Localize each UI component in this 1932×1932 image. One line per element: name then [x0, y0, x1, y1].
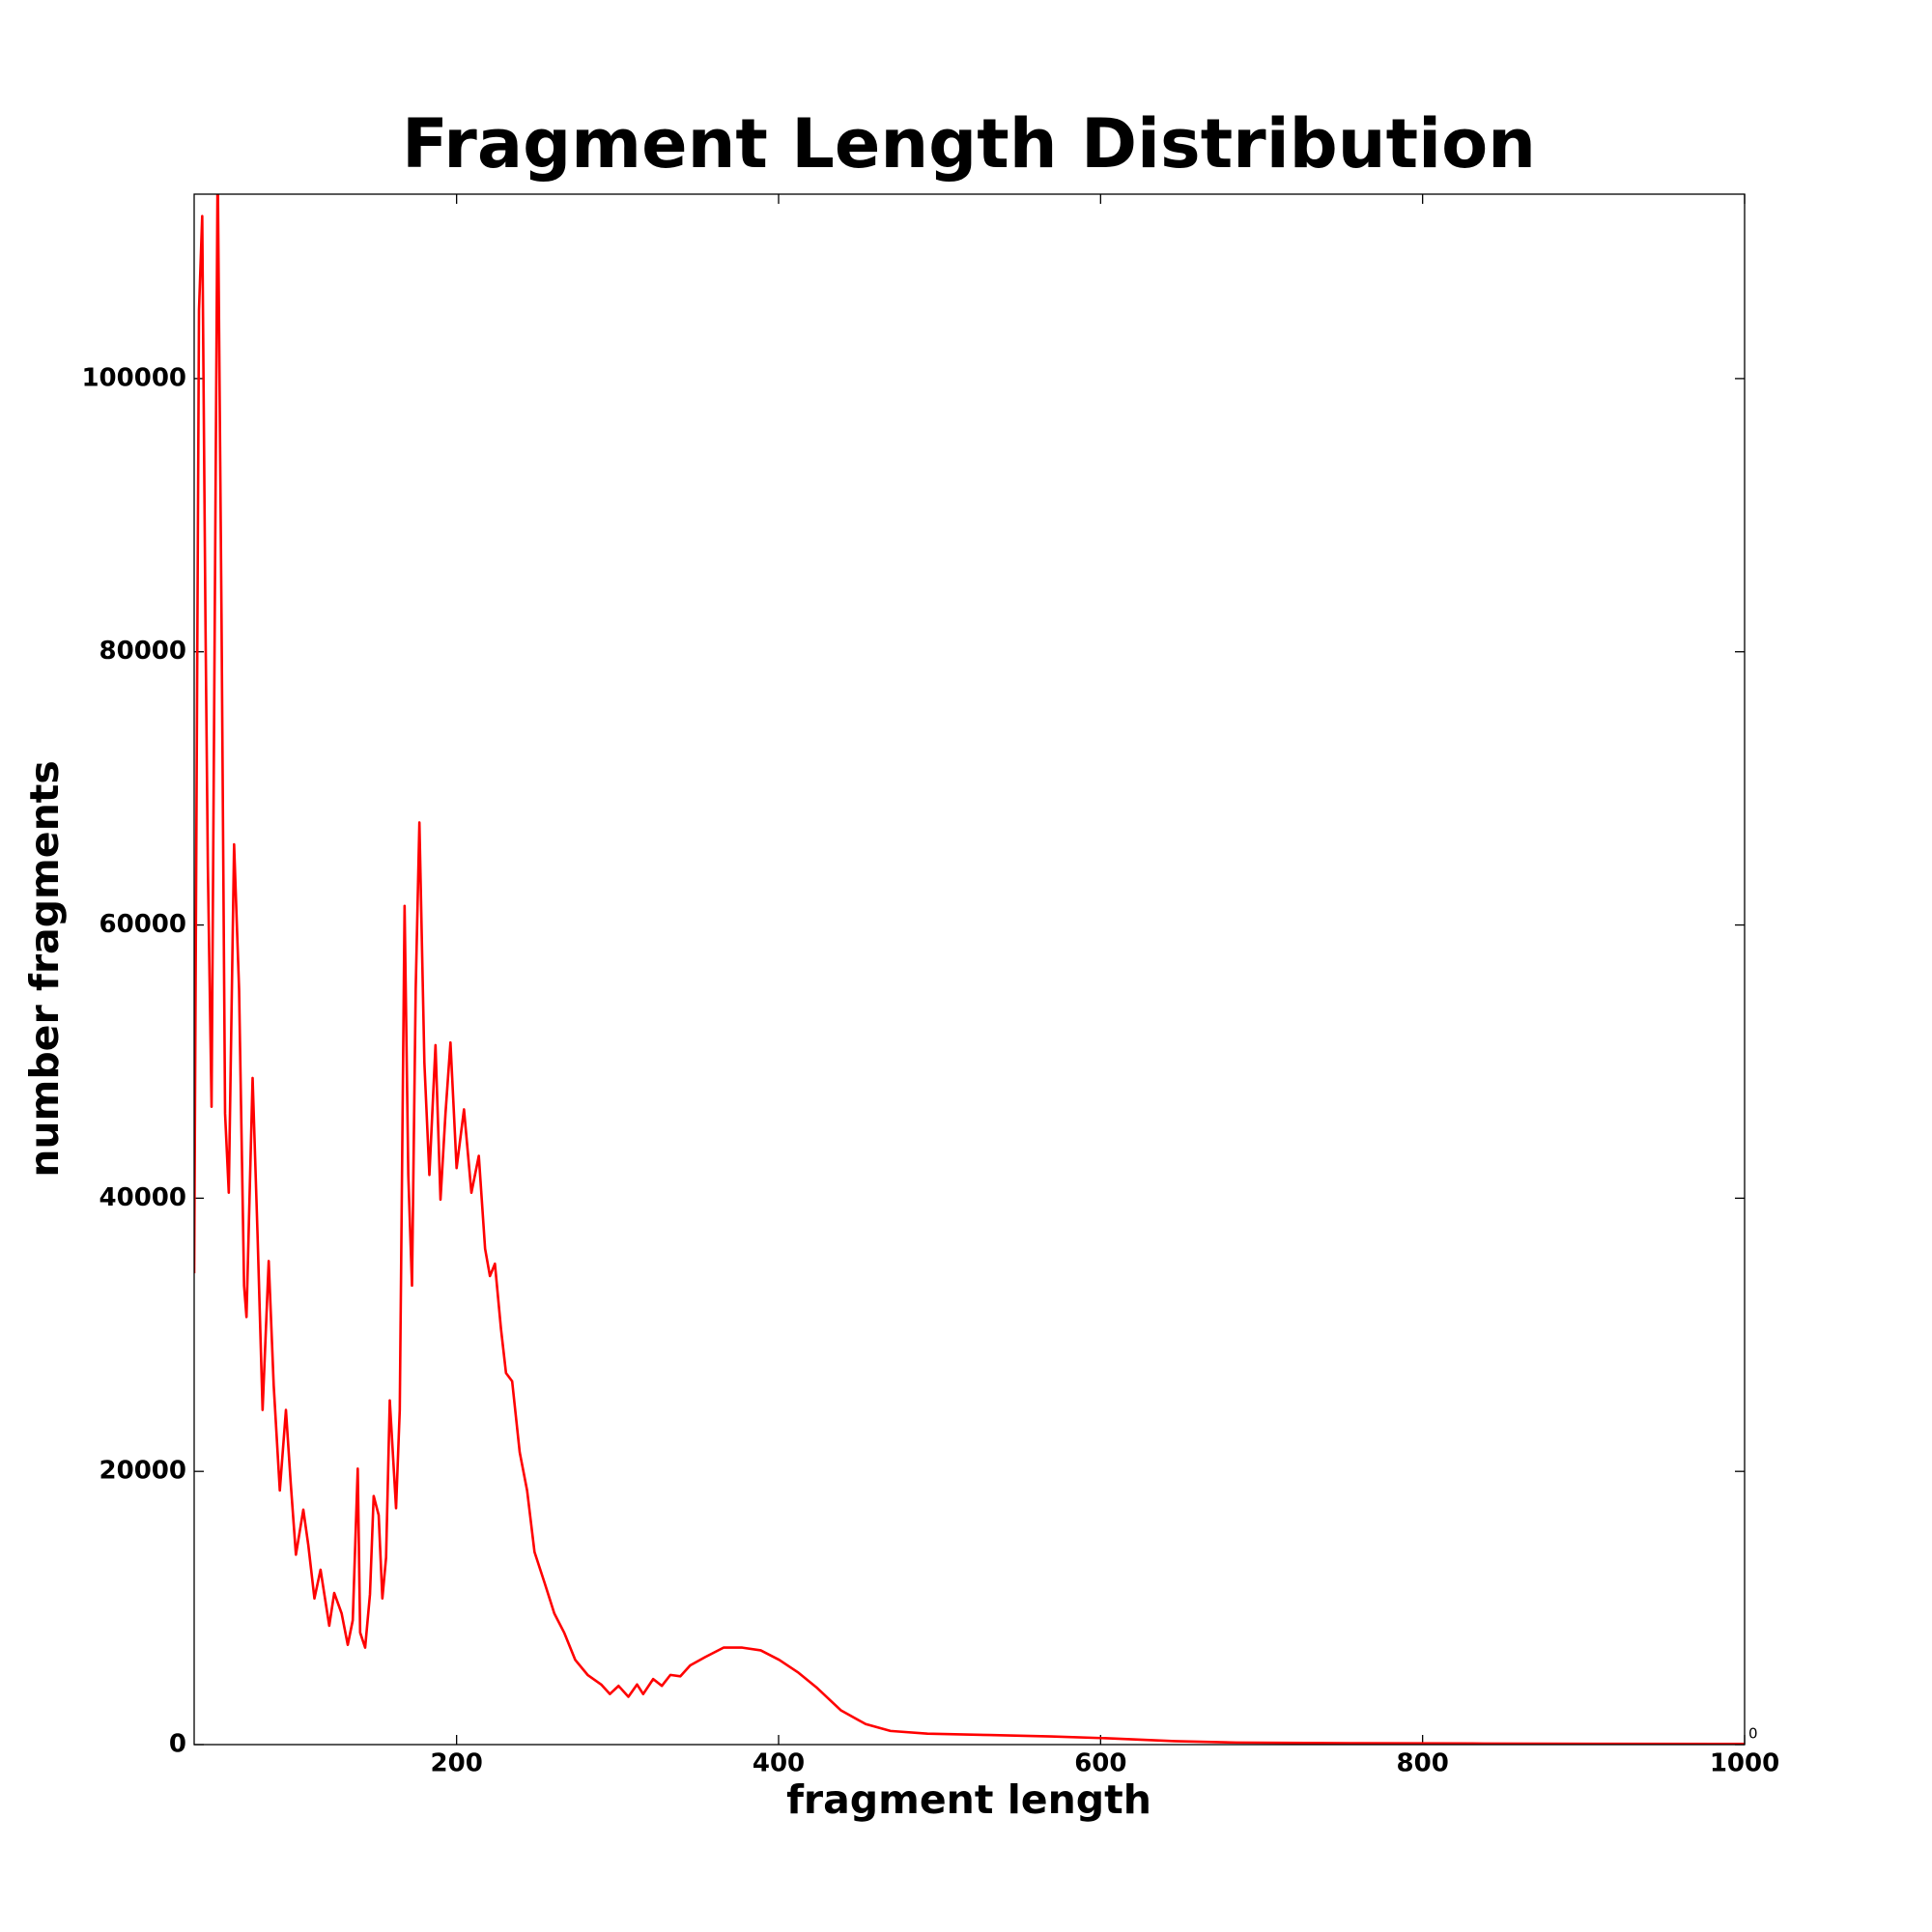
y-tick-label: 100000	[81, 363, 186, 392]
x-tick-label: 200	[431, 1749, 483, 1778]
data-line	[194, 194, 1745, 1745]
x-tick-label: 600	[1074, 1749, 1126, 1778]
y-tick-label: 60000	[99, 910, 186, 939]
y-axis-label: number fragments	[21, 760, 68, 1178]
y-tick-label: 0	[169, 1730, 186, 1759]
x-tick-label: 1000	[1710, 1749, 1779, 1778]
y-tick-label: 20000	[99, 1457, 186, 1486]
x-tick-label: 400	[753, 1749, 805, 1778]
chart-title: Fragment Length Distribution	[402, 104, 1536, 184]
y-tick-label: 40000	[99, 1183, 186, 1212]
x-axis-label: fragment length	[786, 1776, 1151, 1823]
x-tick-label: 800	[1397, 1749, 1449, 1778]
y-tick-label: 80000	[99, 637, 186, 666]
corner-annotation: 0	[1748, 1725, 1758, 1743]
plot-frame	[193, 193, 1746, 1746]
